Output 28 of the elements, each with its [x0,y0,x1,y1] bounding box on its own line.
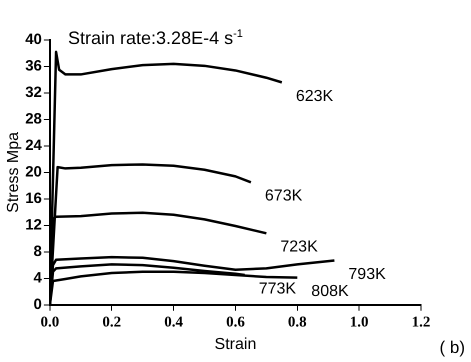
x-tick-label: 0.2 [102,314,122,331]
series-label: 808K [311,283,349,300]
y-tick-label: 4 [34,269,43,286]
chart-title: Strain rate:3.28E-4 s$^{-1}$ [68,28,243,49]
text: ( b) [440,338,465,358]
x-tick-label: 0.6 [226,314,246,331]
x-tick-label: 0.0 [40,314,60,331]
y-tick-label: 8 [34,242,42,260]
x-tick-label: 0.8 [288,314,307,331]
y-tick-label: 40 [25,31,42,48]
y-tick-label: 36 [25,58,42,75]
y-tick-label: 20 [25,164,42,181]
y-axis-title: Stress Mpa [5,132,22,213]
y-tick-label: 24 [25,137,43,154]
y-tick-label: 28 [25,110,42,128]
y-tick-label: 12 [25,216,42,234]
series-label: 723K [280,238,318,256]
y-tick-label: 16 [25,190,42,208]
series-label: 673K [264,188,303,205]
series-label: 793K [348,266,386,283]
x-tick-label: 1.0 [350,314,369,331]
x-tick-label: 0.4 [164,314,184,331]
y-tick-label: 0 [34,296,42,313]
x-tick-label: 1.2 [412,314,430,331]
x-axis-title: Strain [214,336,256,353]
y-tick-label: 32 [25,84,42,102]
series-label: 623K [296,88,334,105]
series-label: 773K [258,280,296,298]
